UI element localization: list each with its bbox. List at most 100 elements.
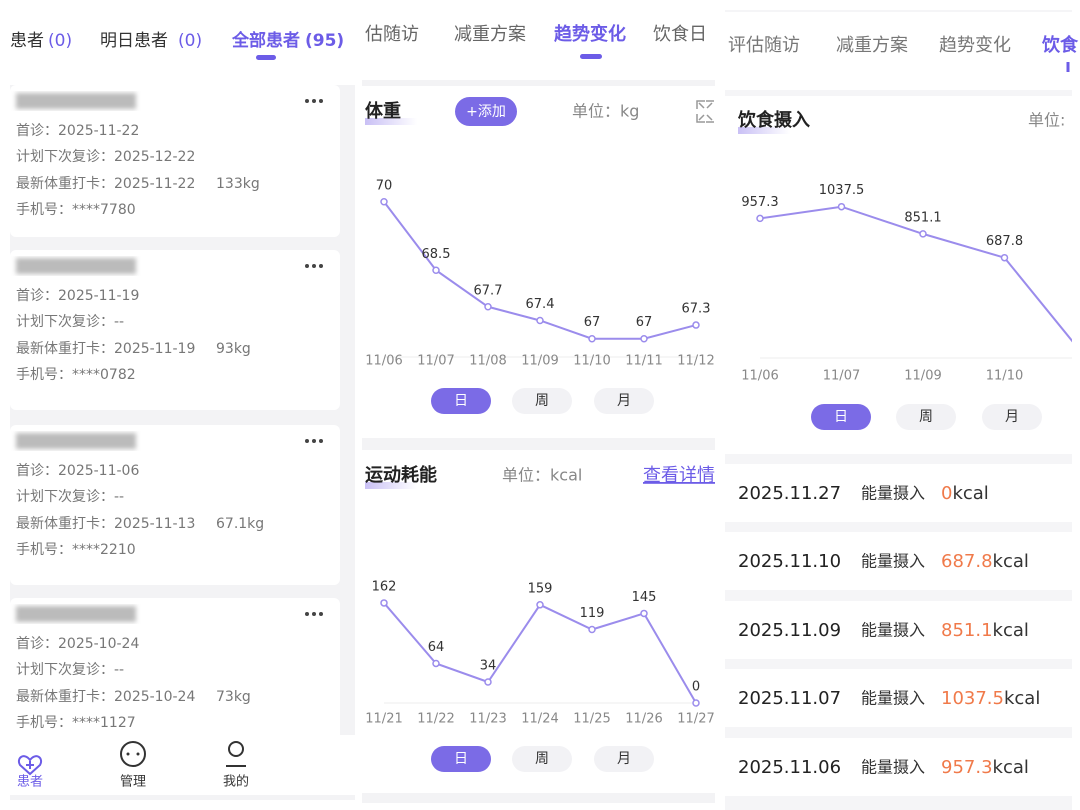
record-row[interactable] xyxy=(725,601,1072,659)
period-button[interactable] xyxy=(594,746,654,772)
record-value: 1037.5kcal xyxy=(941,688,1040,709)
patient-card[interactable] xyxy=(10,598,340,758)
period-button[interactable] xyxy=(896,404,956,430)
more-dot[interactable] xyxy=(312,612,316,616)
data-label: 0 xyxy=(692,680,700,695)
patient-card[interactable] xyxy=(10,85,340,237)
right-charts: 饮食摄入 单位: 957.3 11/06 1037.5 11/07 851.1 11/09 68… xyxy=(737,109,1072,430)
record-value: 0kcal xyxy=(941,483,989,504)
patient-card[interactable] xyxy=(10,250,340,410)
phone: 手机号：****2210 xyxy=(16,542,136,558)
record-value: 851.1kcal xyxy=(941,620,1029,641)
x-tick-label: 11/24 xyxy=(521,712,558,727)
period-label[interactable]: 日 xyxy=(454,751,468,767)
data-label: 67.4 xyxy=(526,297,555,312)
period-button[interactable] xyxy=(431,388,491,414)
record-label: 能量摄入 xyxy=(861,621,925,640)
data-point xyxy=(484,678,492,686)
tab-label[interactable]: 患者 xyxy=(10,31,44,51)
data-point xyxy=(432,659,440,668)
period-label[interactable]: 日 xyxy=(834,409,848,425)
more-dot[interactable] xyxy=(305,439,309,443)
nav-label[interactable]: 我的 xyxy=(223,774,249,790)
unit-label: 单位：kg xyxy=(572,102,639,121)
data-label: 1037.5 xyxy=(819,183,865,198)
more-dot[interactable] xyxy=(319,264,323,268)
x-tick-label: 11/08 xyxy=(469,354,506,369)
record-unit: kcal xyxy=(993,551,1029,572)
x-tick-label: 11/06 xyxy=(741,369,778,384)
tab-label[interactable]: 趋势变化 xyxy=(939,35,1011,56)
more-dot[interactable] xyxy=(305,264,309,268)
weight: 93kg xyxy=(216,341,251,357)
patient-card[interactable] xyxy=(10,425,340,585)
more-dot[interactable] xyxy=(305,99,309,103)
x-tick-label: 11/23 xyxy=(469,712,506,727)
tab-count[interactable]: (0) xyxy=(48,31,72,51)
blurred-name xyxy=(16,258,136,274)
record-row[interactable] xyxy=(725,464,1072,522)
period-button[interactable] xyxy=(431,746,491,772)
period-button[interactable] xyxy=(512,388,572,414)
tab-label[interactable]: 全部患者 xyxy=(231,30,300,51)
period-button[interactable] xyxy=(512,746,572,772)
nav-label[interactable]: 患者 xyxy=(17,775,43,790)
tab-label[interactable]: 评估随访 xyxy=(728,35,800,56)
record-row[interactable] xyxy=(725,532,1072,590)
phone: 手机号：****0782 xyxy=(16,367,136,383)
more-dot[interactable] xyxy=(319,612,323,616)
weight-checkin: 最新体重打卡：2025-11-19 xyxy=(16,340,195,357)
period-label[interactable]: 日 xyxy=(454,393,468,409)
add-button[interactable] xyxy=(455,97,517,126)
middle-panel: 体重 单位：kg +添加 70 11/06 68.5 11/07 67.7 11/08 67.4 1… xyxy=(365,97,715,772)
weight: 73kg xyxy=(216,689,251,705)
data-label: 67.7 xyxy=(474,283,503,298)
data-label: 67 xyxy=(636,315,653,330)
nav-icon-manage[interactable] xyxy=(120,741,146,767)
nav-icon-me[interactable] xyxy=(228,741,244,757)
record-row[interactable] xyxy=(725,738,1072,796)
period-label[interactable]: 月 xyxy=(1005,409,1019,425)
more-dot[interactable] xyxy=(319,439,323,443)
right-header xyxy=(725,12,1072,90)
tab-count[interactable]: (95) xyxy=(305,31,344,51)
tab-label[interactable]: 饮食日 xyxy=(653,24,707,45)
period-label[interactable]: 周 xyxy=(919,409,933,425)
period-label[interactable]: 周 xyxy=(535,751,549,767)
unit-label: 单位：kcal xyxy=(502,466,582,485)
more-dot[interactable] xyxy=(312,264,316,268)
next-visit: 计划下次复诊：2025-12-22 xyxy=(16,148,195,165)
tab-label[interactable]: 趋势变化 xyxy=(554,23,626,45)
period-label[interactable]: 周 xyxy=(535,393,549,409)
data-label: 119 xyxy=(580,606,605,621)
record-amount: 957.3 xyxy=(941,757,993,778)
tab-label[interactable]: 减重方案 xyxy=(836,35,908,56)
data-point xyxy=(640,334,648,343)
period-label[interactable]: 月 xyxy=(617,751,631,767)
blurred-name xyxy=(16,433,136,449)
nav-label[interactable]: 管理 xyxy=(120,775,146,790)
record-label: 能量摄入 xyxy=(861,552,925,571)
more-dot[interactable] xyxy=(312,439,316,443)
tab-label[interactable]: 明日患者 xyxy=(100,31,168,51)
period-button[interactable] xyxy=(594,388,654,414)
data-label: 67.3 xyxy=(682,302,711,317)
record-row[interactable] xyxy=(725,669,1072,727)
expand-icon[interactable] xyxy=(696,100,714,123)
detail-link[interactable]: 查看详情 xyxy=(643,465,715,486)
tab-label[interactable]: 饮食 xyxy=(1041,34,1079,56)
add-button-label[interactable]: +添加 xyxy=(466,104,506,120)
tab-label[interactable]: 减重方案 xyxy=(454,24,526,45)
more-dot[interactable] xyxy=(319,99,323,103)
tab-label[interactable]: 估随访 xyxy=(365,24,419,45)
period-button[interactable] xyxy=(982,404,1042,430)
weight-checkin: 最新体重打卡：2025-11-22 xyxy=(16,175,195,192)
more-dot[interactable] xyxy=(312,99,316,103)
more-dot[interactable] xyxy=(305,612,309,616)
period-label[interactable]: 月 xyxy=(617,393,631,409)
data-point xyxy=(484,303,492,311)
tab-count[interactable]: (0) xyxy=(178,31,202,51)
x-tick-label: 11/26 xyxy=(625,712,662,727)
period-button[interactable] xyxy=(811,404,871,430)
nav-icon-patients[interactable] xyxy=(18,755,42,776)
